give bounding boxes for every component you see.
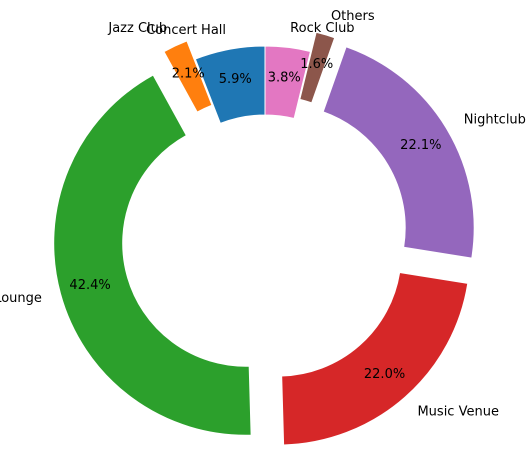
slice-jazz-club	[163, 40, 213, 113]
category-label-jazz-club: Jazz Club	[107, 21, 167, 36]
slice-music-venue	[281, 271, 469, 446]
slice-lounge	[53, 74, 252, 436]
slice-others	[299, 31, 336, 104]
slice-rock-club	[264, 45, 312, 120]
pct-label-jazz-club: 2.1%	[172, 66, 205, 81]
category-label-rock-club: Rock Club	[290, 21, 354, 36]
pct-label-rock-club: 3.8%	[268, 70, 301, 85]
labels-group: 5.9% Concert Hall 2.1% Jazz Club 42.4% Lounge…	[0, 9, 526, 419]
category-label-music-venue: Music Venue	[417, 404, 498, 419]
slices-group	[53, 31, 475, 446]
category-label-nightclub: Nightclub	[464, 112, 526, 127]
pct-label-lounge: 42.4%	[69, 278, 110, 293]
pct-label-music-venue: 22.0%	[364, 367, 405, 382]
pct-label-others: 1.6%	[300, 57, 333, 72]
slice-concert-hall	[194, 45, 266, 125]
slice-nightclub	[322, 46, 475, 259]
pct-label-nightclub: 22.1%	[400, 138, 441, 153]
category-label-concert-hall: Concert Hall	[146, 23, 226, 38]
category-label-others: Others	[331, 9, 375, 24]
category-label-lounge: Lounge	[0, 291, 42, 306]
pct-label-concert-hall: 5.9%	[219, 72, 252, 87]
